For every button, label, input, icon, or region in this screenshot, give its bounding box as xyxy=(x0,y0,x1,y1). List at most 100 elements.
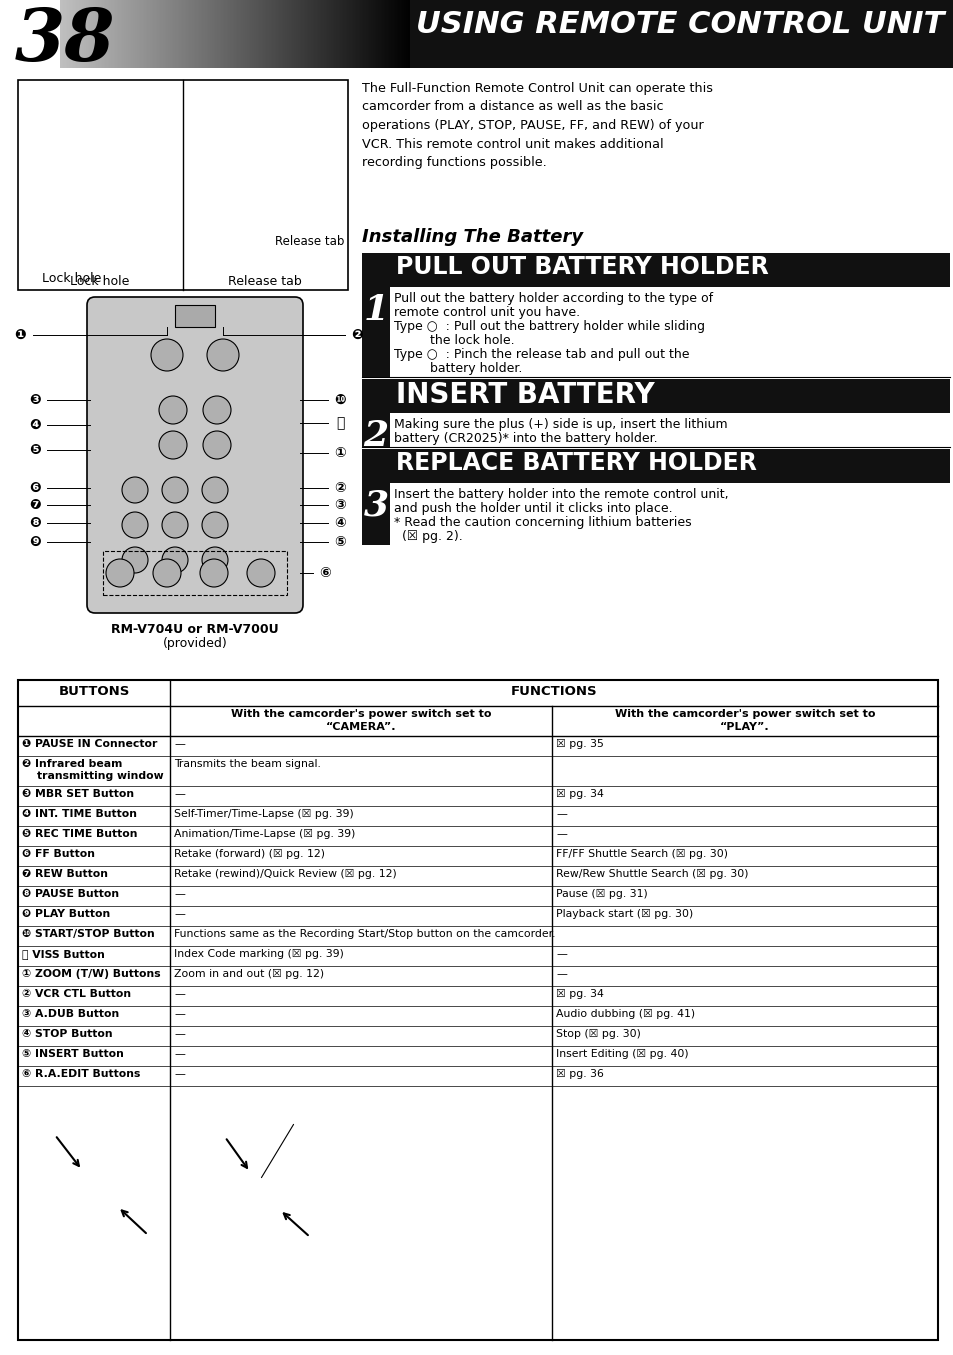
Bar xyxy=(202,0,204,68)
Bar xyxy=(173,0,175,68)
Text: battery (CR2025)* into the battery holder.: battery (CR2025)* into the battery holde… xyxy=(394,432,657,444)
Text: —: — xyxy=(173,1028,185,1039)
Bar xyxy=(82,0,84,68)
Bar xyxy=(242,0,244,68)
Bar xyxy=(123,0,125,68)
Bar xyxy=(284,0,286,68)
Bar xyxy=(303,0,306,68)
Bar xyxy=(192,0,193,68)
Bar xyxy=(174,305,214,327)
Text: ☒ pg. 35: ☒ pg. 35 xyxy=(556,738,603,749)
Text: Type ○  : Pull out the battrery holder while sliding: Type ○ : Pull out the battrery holder wh… xyxy=(394,320,704,333)
Text: (☒ pg. 2).: (☒ pg. 2). xyxy=(394,530,462,543)
Bar xyxy=(232,0,233,68)
Bar xyxy=(305,0,307,68)
Bar xyxy=(99,0,102,68)
Bar xyxy=(348,0,350,68)
Bar xyxy=(103,551,287,595)
Bar xyxy=(406,0,408,68)
Bar xyxy=(226,0,228,68)
Bar xyxy=(353,0,355,68)
Bar xyxy=(315,0,317,68)
Bar xyxy=(290,0,292,68)
Bar xyxy=(98,0,101,68)
Bar xyxy=(195,0,197,68)
Bar xyxy=(83,0,86,68)
Text: Pull out the battery holder according to the type of: Pull out the battery holder according to… xyxy=(394,291,713,305)
Bar xyxy=(145,0,147,68)
Bar xyxy=(313,0,315,68)
Text: ❿ START/STOP Button: ❿ START/STOP Button xyxy=(22,930,154,939)
Bar xyxy=(339,0,342,68)
Bar xyxy=(148,0,150,68)
Bar xyxy=(293,0,295,68)
Bar xyxy=(197,0,199,68)
Bar xyxy=(88,0,91,68)
Bar xyxy=(268,0,270,68)
Text: —: — xyxy=(173,909,185,919)
Bar xyxy=(86,0,88,68)
Bar xyxy=(146,0,149,68)
Bar xyxy=(127,0,129,68)
Bar xyxy=(354,0,355,68)
Bar xyxy=(221,0,223,68)
Bar xyxy=(72,0,75,68)
Text: ③: ③ xyxy=(334,499,346,512)
Bar xyxy=(370,0,372,68)
Bar xyxy=(67,0,70,68)
Bar xyxy=(281,0,284,68)
Text: Retake (rewind)/Quick Review (☒ pg. 12): Retake (rewind)/Quick Review (☒ pg. 12) xyxy=(173,869,396,879)
Bar xyxy=(222,0,224,68)
Text: ❻: ❻ xyxy=(30,481,41,495)
Bar xyxy=(377,0,379,68)
Bar xyxy=(71,0,72,68)
Bar xyxy=(95,0,97,68)
Circle shape xyxy=(162,512,188,538)
Bar xyxy=(328,0,330,68)
Bar xyxy=(343,0,345,68)
Bar xyxy=(286,0,288,68)
Bar xyxy=(367,0,369,68)
Bar xyxy=(96,0,98,68)
Text: battery holder.: battery holder. xyxy=(394,362,522,375)
Bar xyxy=(302,0,305,68)
Bar xyxy=(93,0,96,68)
Text: 2: 2 xyxy=(363,419,388,453)
Bar xyxy=(346,0,348,68)
Circle shape xyxy=(247,560,274,587)
Bar xyxy=(275,0,277,68)
Bar xyxy=(143,0,145,68)
Bar xyxy=(320,0,322,68)
Bar xyxy=(81,0,83,68)
Bar xyxy=(399,0,401,68)
Circle shape xyxy=(211,1247,239,1275)
Text: ①: ① xyxy=(334,446,346,459)
Bar xyxy=(177,0,180,68)
Text: —: — xyxy=(173,889,185,898)
Bar xyxy=(211,0,213,68)
Bar xyxy=(357,0,359,68)
Text: ☒ pg. 34: ☒ pg. 34 xyxy=(556,989,603,999)
Text: remote control unit you have.: remote control unit you have. xyxy=(394,306,579,318)
Circle shape xyxy=(151,339,183,371)
Bar xyxy=(234,0,237,68)
Bar xyxy=(383,0,385,68)
Bar xyxy=(384,0,386,68)
Bar xyxy=(201,0,203,68)
Bar xyxy=(334,0,336,68)
Bar xyxy=(114,0,117,68)
Bar xyxy=(259,0,261,68)
Bar xyxy=(335,0,337,68)
Bar xyxy=(137,0,139,68)
Bar xyxy=(60,0,62,68)
Bar xyxy=(205,0,207,68)
Text: Lock hole: Lock hole xyxy=(42,272,102,285)
Bar xyxy=(342,0,344,68)
Bar xyxy=(112,0,114,68)
Bar xyxy=(66,0,68,68)
Text: Pause (☒ pg. 31): Pause (☒ pg. 31) xyxy=(556,889,647,898)
Bar xyxy=(332,0,334,68)
Text: —: — xyxy=(556,829,566,839)
Bar xyxy=(80,0,82,68)
Bar xyxy=(203,0,206,68)
